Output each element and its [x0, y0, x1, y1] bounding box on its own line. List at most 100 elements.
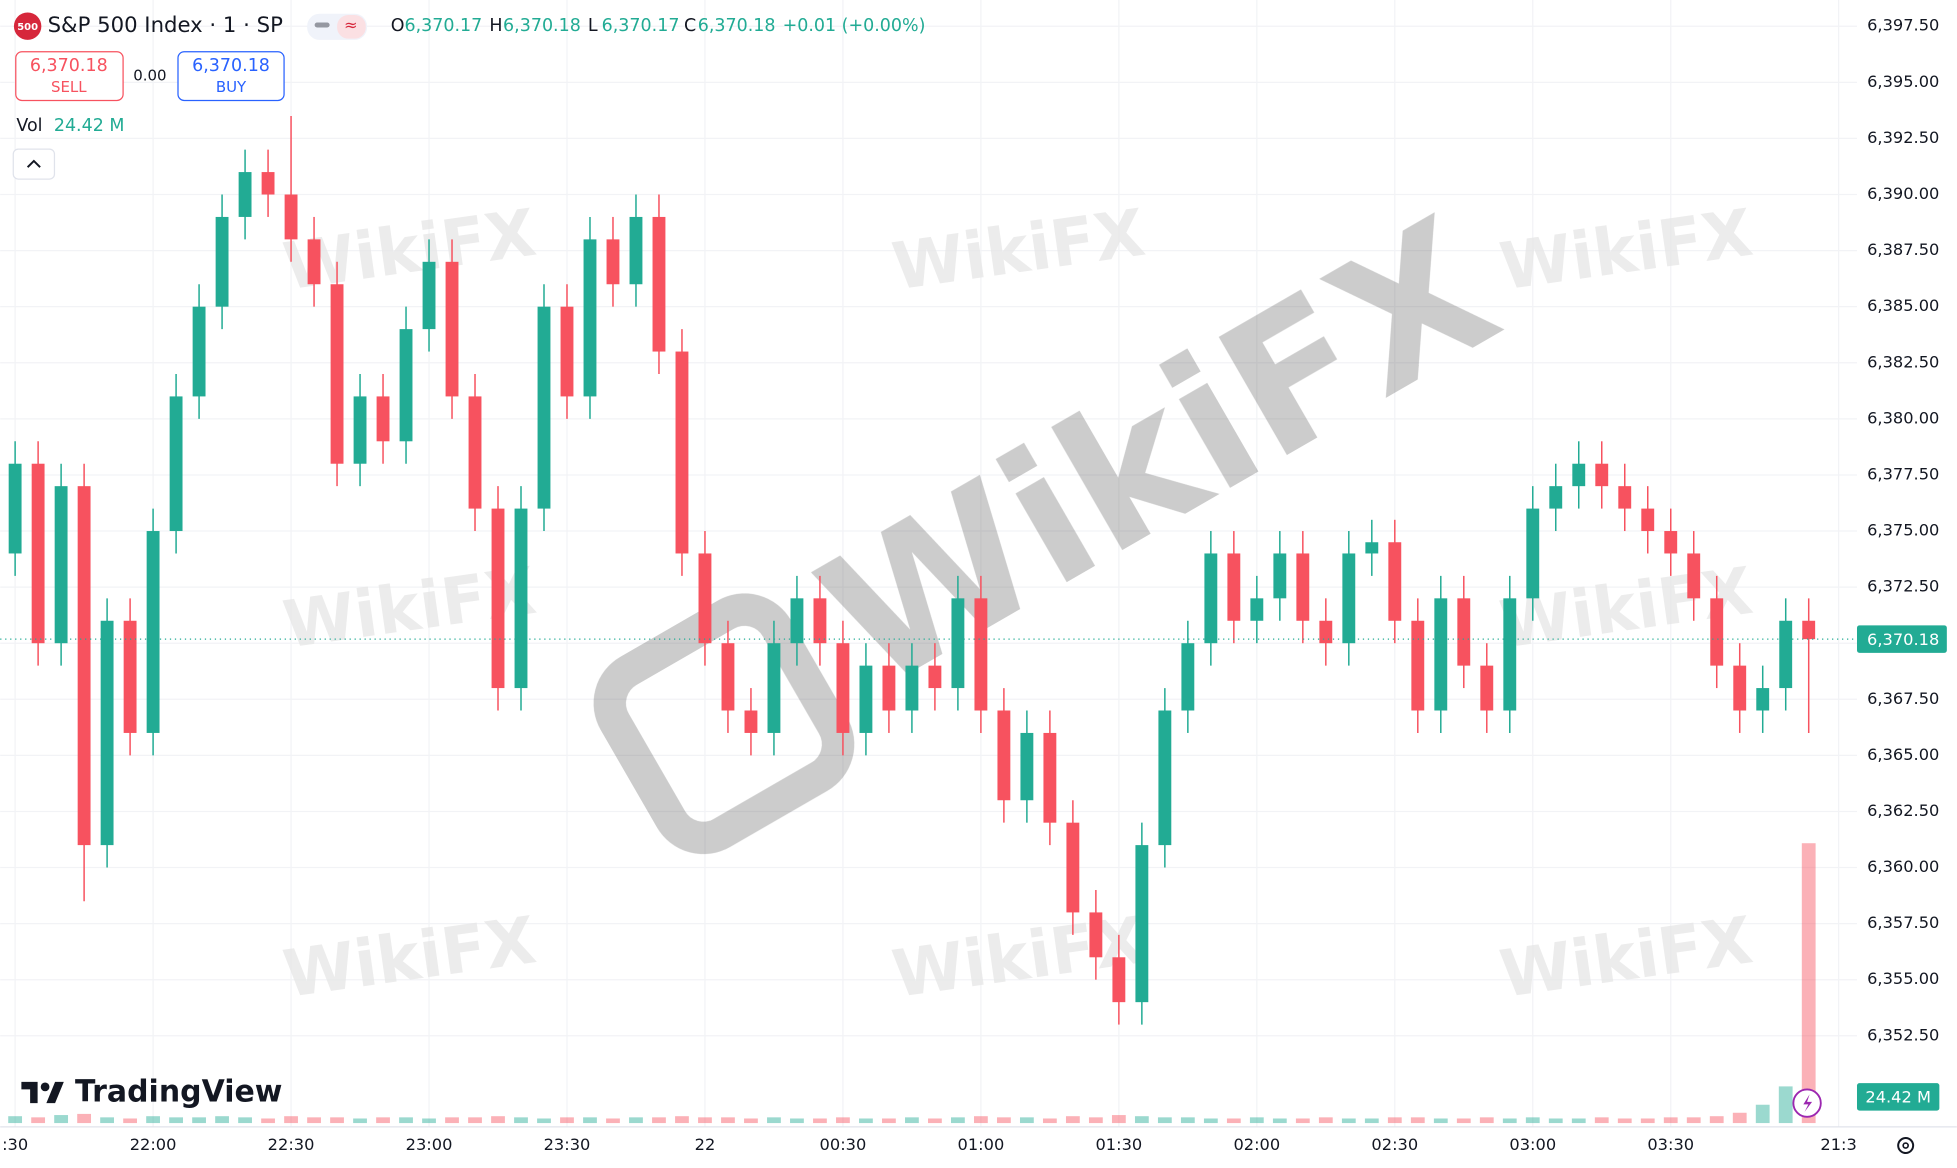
logo-text: TradingView — [75, 1075, 282, 1110]
x-tick-label: 01:00 — [958, 1135, 1005, 1154]
symbol-title[interactable]: S&P 500 Index · 1 · SP — [48, 13, 283, 38]
candle-body — [1733, 665, 1747, 711]
ohlc-key: C — [684, 16, 696, 36]
volume-bar — [1295, 1118, 1310, 1124]
volume-bar — [629, 1117, 643, 1124]
volume-bar — [1479, 1117, 1494, 1124]
candle-body — [1595, 463, 1609, 487]
buy-label[interactable]: BUY — [216, 78, 247, 96]
logo-icon — [21, 1081, 64, 1104]
candle-body — [238, 172, 252, 217]
collapse-button[interactable] — [12, 148, 56, 180]
legend-header: 500 S&P 500 Index · 1 · SP ≈ O 6,370.17 H 6… — [12, 12, 926, 180]
logo-icon — [40, 1082, 50, 1092]
candle-body — [997, 710, 1011, 801]
candle-body — [468, 396, 482, 509]
candle-body — [31, 463, 45, 644]
candle-body — [583, 239, 597, 397]
candle-body — [307, 239, 321, 285]
y-tick-label: 6,352.50 — [1867, 1025, 1939, 1044]
volume-bar — [1410, 1117, 1425, 1124]
candle-body — [1779, 620, 1793, 689]
status-icon — [314, 22, 330, 28]
volume-bar — [698, 1117, 712, 1124]
y-tick-label: 6,385.00 — [1867, 296, 1939, 315]
candle-body — [1388, 542, 1402, 621]
last-price-tag — [1856, 625, 1947, 653]
volume-bar — [100, 1117, 114, 1124]
buy-button[interactable] — [177, 51, 285, 102]
candle-body — [1319, 620, 1333, 644]
volume-bar — [1456, 1118, 1471, 1124]
grid — [0, 0, 1857, 1127]
candle-body — [1089, 912, 1103, 958]
candle-body — [54, 486, 68, 644]
sell-label[interactable]: SELL — [51, 78, 87, 96]
volume-bar — [31, 1117, 46, 1124]
y-tick-label: 6,355.00 — [1867, 969, 1939, 988]
ohlc-values: O 6,370.17 H 6,370.18 L 6,370.17 C 6,370.18 — [391, 16, 776, 36]
ohlc-value: 6,370.18 — [503, 16, 581, 36]
buy-price[interactable]: 6,370.18 — [192, 56, 270, 76]
sell-button[interactable] — [15, 51, 124, 102]
volume-bar — [77, 1113, 92, 1124]
candle-body — [1342, 553, 1356, 644]
candle-body — [1641, 508, 1655, 532]
volume-bar — [1065, 1116, 1080, 1124]
y-tick-label: 6,357.50 — [1867, 913, 1939, 932]
candle-body — [1526, 508, 1540, 599]
candle-body — [1457, 598, 1471, 666]
candle-body — [1365, 542, 1379, 554]
candle-body — [1618, 486, 1632, 509]
candle-body — [330, 284, 344, 464]
watermark-logo — [593, 593, 855, 855]
candle-body — [1687, 553, 1701, 599]
volume-bar — [882, 1118, 896, 1124]
sell-price[interactable]: 6,370.18 — [30, 56, 108, 76]
volume-bar — [652, 1117, 666, 1124]
candle-body — [192, 306, 206, 397]
volume-bar — [928, 1118, 942, 1124]
candle-body — [1181, 643, 1195, 711]
candle-body — [1250, 598, 1264, 621]
volume-bar — [859, 1118, 873, 1124]
candle-body — [813, 598, 827, 644]
candle-body — [1020, 732, 1034, 801]
candle-body — [560, 306, 574, 397]
volume-label: Vol — [16, 116, 42, 136]
volume-bar — [1640, 1118, 1655, 1124]
candle-body — [698, 553, 712, 644]
candle-body — [744, 710, 758, 733]
candle-body — [77, 486, 91, 846]
spread: 0.00 — [133, 67, 166, 85]
volume-bar — [560, 1117, 574, 1124]
candle-body — [353, 396, 367, 464]
volume-bar — [307, 1117, 321, 1124]
change: +0.01 (+0.00%) — [783, 16, 926, 36]
volume-bar — [1525, 1117, 1540, 1124]
y-tick-label: 6,362.50 — [1867, 801, 1939, 820]
candle-body — [284, 194, 298, 240]
volume-bar — [1617, 1118, 1632, 1124]
candle-body — [1664, 531, 1678, 554]
candle-body — [606, 239, 620, 285]
candle-body — [974, 598, 988, 711]
volume-bar — [514, 1117, 528, 1124]
ohlc-value: 6,370.17 — [404, 16, 482, 36]
candle-body — [859, 665, 873, 733]
candle-body — [1503, 598, 1517, 711]
volume-bar — [951, 1117, 965, 1124]
volume-bar — [790, 1118, 804, 1124]
y-tick-label: 6,377.50 — [1867, 464, 1939, 483]
ohlc-key: O — [391, 16, 405, 36]
candle-body — [951, 598, 965, 689]
volume-bar — [767, 1117, 781, 1124]
status-icon — [337, 14, 366, 39]
ohlc-key: L — [588, 16, 598, 36]
candle-body — [1480, 665, 1494, 711]
volume-bar — [583, 1117, 597, 1124]
candle-body — [1135, 845, 1149, 1003]
settings-button[interactable] — [1897, 1137, 1915, 1155]
y-tick-label: 6,397.50 — [1867, 16, 1939, 35]
